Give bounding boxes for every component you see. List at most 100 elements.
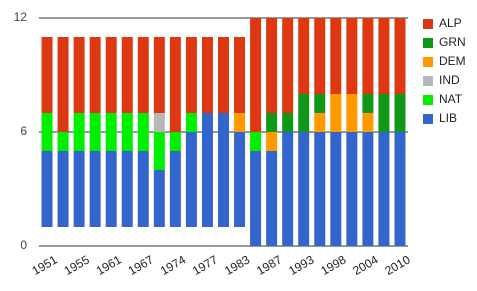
x-tick-label: 1955 [62,252,92,278]
bar-segment [362,132,374,246]
bar-segment [169,37,181,132]
y-tick-label: 0 [20,238,27,252]
bar-segment [282,18,294,113]
bar-segment [218,37,229,113]
bar-segment [41,37,53,113]
bar-segment [74,227,85,246]
bar-segment [73,151,85,227]
bar-segment [314,94,326,113]
bar-segment [170,227,181,246]
bar-segment [282,132,294,246]
bar-segment [105,113,117,151]
x-tick-label: 1961 [94,252,124,278]
x-tick-label: 1987 [254,252,284,278]
bar-segment [201,113,213,227]
bar-segment [169,151,181,227]
legend-label: LIB [439,111,457,125]
bar-segment [121,37,133,113]
bar-segment [218,113,229,227]
legend-label: ALP [439,16,462,30]
bar-segment [106,227,117,246]
bar-segment [266,151,278,246]
bar-segment [89,151,101,227]
bar-segment [153,170,165,227]
bar-segment [57,132,69,151]
bar-segment [362,18,374,94]
bar-segment [250,151,262,246]
bar-segment [153,37,165,113]
bar-segment [346,132,358,246]
bar-segment [362,113,374,132]
bar-segment [298,18,310,94]
bar-segment [346,94,358,132]
legend-label: IND [439,73,460,87]
bar-segment [153,113,165,132]
bar-segment [234,113,246,132]
bar-segment [58,227,69,246]
y-tick-label: 6 [20,124,27,138]
bar-segment [89,37,101,113]
legend-label: NAT [439,92,463,106]
bar-segment [378,132,390,246]
bar-segment [266,132,278,151]
bar-segment [153,132,165,170]
bar-segment [250,18,262,132]
bar-segment [394,132,406,246]
bar-segment [73,37,85,113]
bar-segment [314,18,326,94]
bar-segment [234,132,246,227]
bar-segment [137,113,149,151]
bar-segment [90,227,101,246]
bar-segment [298,132,310,246]
legend-swatch [423,114,433,124]
bar-segment [330,94,342,132]
bar-segment [266,113,278,132]
legend-swatch [423,95,433,105]
bar-segment [394,94,406,132]
bar-segment [57,151,69,227]
x-tick-label: 2010 [383,252,413,278]
bar-segment [42,227,53,246]
bar-segment [169,132,181,151]
x-tick-label: 1998 [318,252,348,278]
bar-segment [41,113,53,151]
bar-segment [266,18,278,113]
bar-segment [138,227,149,246]
bar-segment [218,227,229,246]
bar-segment [234,37,246,113]
bar-segment [378,18,390,94]
legend-label: GRN [439,35,466,49]
bar-segment [121,151,133,227]
bar-segment [186,227,197,246]
bar-segment [394,18,406,94]
bar-segment [298,94,310,132]
bar-segment [234,227,245,246]
bar-segment [250,132,262,151]
bar-segment [57,37,69,132]
x-tick-label: 2004 [350,252,380,278]
bar-segment [122,227,133,246]
bar-segment [282,113,294,132]
bar-segment [362,94,374,113]
bar-segment [105,151,117,227]
x-tick-label: 1977 [190,252,220,278]
bar-segment [314,113,326,132]
bar-segment [41,151,53,227]
x-tick-label: 1974 [158,252,188,278]
bar-segment [202,227,213,246]
bar-segment [185,113,197,132]
bar-segment [314,132,326,246]
legend-swatch [423,38,433,48]
y-tick-label: 12 [14,10,28,24]
legend-swatch [423,76,433,86]
bar-segment [105,37,117,113]
bar-segment [121,113,133,151]
legend-swatch [423,57,433,67]
bar-segment [185,37,197,113]
x-tick-label: 1951 [30,252,60,278]
bar-segment [137,151,149,227]
x-tick-label: 1967 [126,252,156,278]
bar-segment [330,132,342,246]
bar-segment [137,37,149,113]
